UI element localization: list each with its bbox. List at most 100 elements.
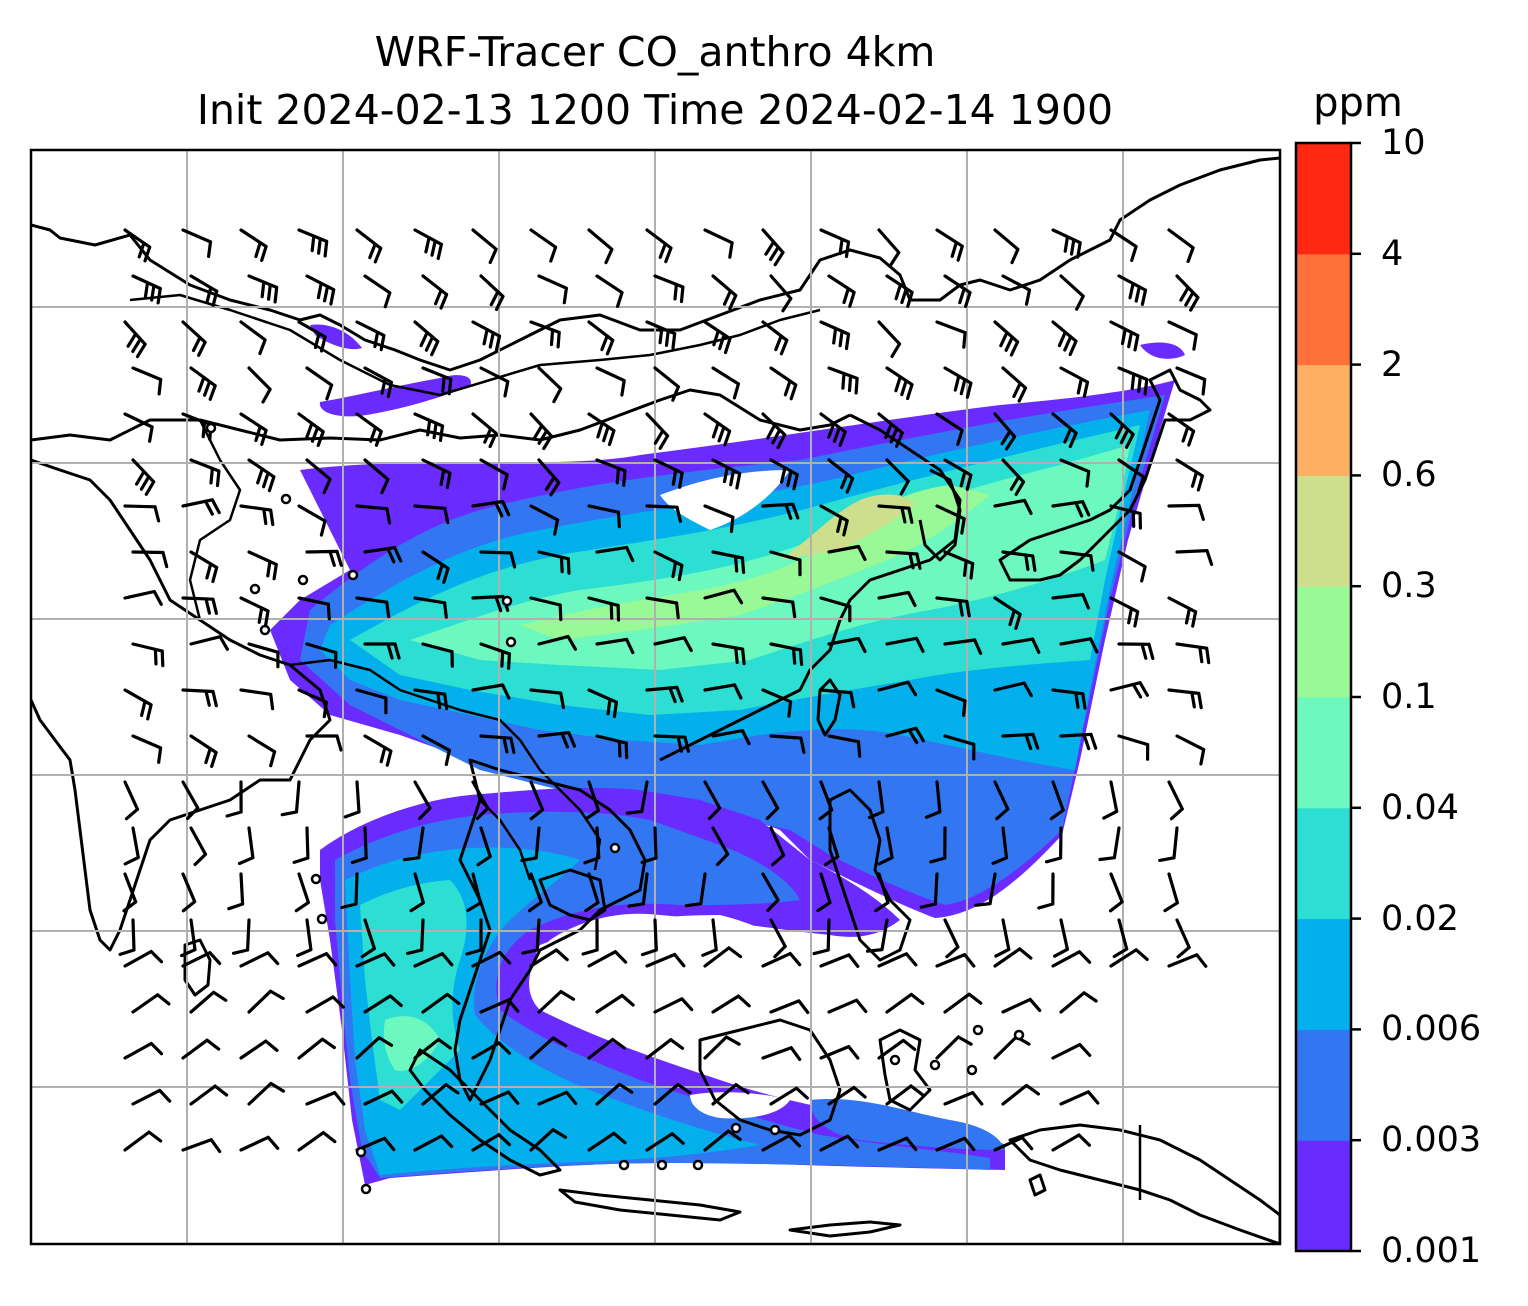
wind-barb [1117, 274, 1148, 306]
wind-barb [935, 412, 964, 446]
wind-barb [1175, 734, 1206, 766]
wind-barb [529, 412, 553, 451]
station-marker [929, 1059, 941, 1071]
wind-barb [239, 596, 270, 627]
station-marker [280, 493, 292, 505]
wind-barb [943, 734, 976, 761]
wind-barb [653, 636, 693, 653]
wind-barb [529, 948, 569, 968]
wind-barb [305, 366, 334, 401]
wind-barb [827, 1085, 867, 1106]
wind-barb [653, 366, 680, 402]
wind-barb [181, 228, 213, 258]
wind-barb [189, 990, 228, 1014]
wind-barb [595, 458, 627, 487]
wind-barb [413, 688, 449, 711]
station-marker [297, 574, 309, 586]
wind-barb [1059, 274, 1085, 311]
wind-barb [769, 642, 804, 666]
wind-barb [529, 596, 563, 622]
wind-barb [701, 918, 718, 957]
wind-barb [413, 596, 448, 619]
wind-barb [465, 918, 483, 956]
wind-barb [924, 780, 942, 819]
wind-barb [471, 683, 511, 700]
wind-barb [355, 504, 392, 525]
wind-barb [993, 947, 1033, 968]
station-marker [360, 1183, 372, 1195]
wind-barb [877, 826, 894, 866]
wind-barb [239, 1135, 280, 1152]
map-title-line2: Init 2024-02-13 1200 Time 2024-02-14 190… [196, 86, 1114, 134]
wind-barb [1175, 918, 1191, 959]
wind-barb [1167, 228, 1195, 263]
wind-barb [587, 1131, 627, 1152]
wind-barb [587, 1037, 626, 1060]
wind-barb [877, 1038, 917, 1060]
wind-barb [818, 780, 834, 821]
wind-barb [819, 1045, 860, 1060]
wind-barb [595, 274, 624, 308]
wind-barb [123, 949, 164, 968]
wind-barb [247, 366, 272, 404]
wind-barb [363, 642, 401, 660]
coast-srilanka [183, 938, 212, 997]
wind-barb [1001, 274, 1032, 306]
wind-barb [703, 946, 743, 968]
wind-barb [761, 596, 797, 619]
wind-barb [280, 780, 301, 817]
wind-barb [1167, 412, 1196, 447]
wind-barb [827, 998, 868, 1014]
gridlines [31, 150, 1280, 1244]
border-china-west [188, 419, 242, 621]
wind-barb [935, 504, 966, 535]
wind-barb [421, 366, 453, 396]
wind-barb [1167, 503, 1205, 521]
wind-barb [935, 688, 967, 717]
wind-barb [827, 734, 862, 758]
coast-sulawesi [878, 1028, 932, 1112]
wind-barb [1059, 458, 1091, 488]
wind-barb [827, 458, 855, 494]
wind-barb [239, 951, 280, 968]
wind-barb [587, 412, 616, 447]
wind-barb [885, 550, 922, 570]
wind-barb [867, 780, 885, 820]
colorbar-segment [1296, 364, 1351, 476]
wind-barb [653, 550, 684, 582]
wind-barb [645, 228, 673, 264]
wind-barb [1059, 366, 1090, 398]
wind-barb [355, 688, 388, 715]
wind-barb [471, 228, 498, 265]
wind-barb [581, 918, 599, 956]
wind-barb [247, 1081, 285, 1106]
wind-barb [363, 366, 393, 399]
coast-java [558, 1188, 742, 1222]
coast-gulf-thailand [538, 868, 607, 922]
wind-barb [943, 638, 983, 655]
wind-barb [1053, 918, 1069, 958]
wind-barb [189, 366, 217, 401]
wind-barb [529, 228, 558, 263]
wind-barb [294, 872, 310, 913]
wind-barb [421, 734, 451, 767]
wind-barb [769, 918, 787, 959]
wind-barb [1059, 732, 1098, 751]
wind-barb [993, 1035, 1031, 1060]
wind-barb [479, 366, 510, 398]
wind-barb [645, 596, 680, 620]
wind-barb [819, 320, 851, 351]
wind-barb [305, 995, 345, 1014]
wind-barb [189, 274, 219, 307]
wind-barb [131, 1088, 172, 1106]
wind-barb [819, 596, 852, 623]
wind-barb [703, 683, 743, 700]
wind-barb [1001, 550, 1037, 572]
wind-barb [703, 412, 732, 447]
tracer-field-south-east [810, 1099, 1005, 1150]
tracer-field-outlier-3 [1140, 342, 1185, 359]
wind-barb [761, 872, 780, 913]
wind-barb [247, 458, 276, 493]
wind-barb [355, 228, 383, 264]
wind-barb [239, 228, 268, 262]
